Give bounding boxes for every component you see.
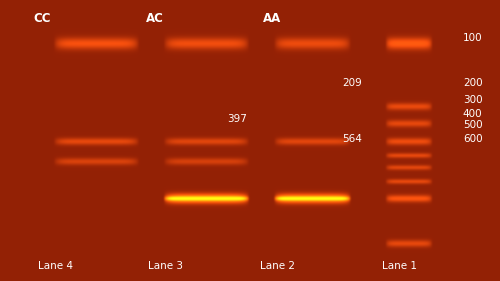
Text: Lane 2: Lane 2 [260,260,295,271]
Text: Lane 4: Lane 4 [38,260,72,271]
Text: 564: 564 [342,134,362,144]
Text: Lane 3: Lane 3 [148,260,182,271]
Text: 209: 209 [342,78,362,88]
Text: 600: 600 [463,134,482,144]
Text: 400: 400 [463,109,482,119]
Text: AA: AA [264,12,281,25]
Text: 500: 500 [463,120,482,130]
Text: CC: CC [34,12,52,25]
Text: 200: 200 [463,78,482,88]
Text: 100: 100 [463,33,482,43]
Text: AC: AC [146,12,164,25]
Text: 397: 397 [228,114,248,124]
Text: 300: 300 [463,95,482,105]
Text: Lane 1: Lane 1 [382,260,418,271]
